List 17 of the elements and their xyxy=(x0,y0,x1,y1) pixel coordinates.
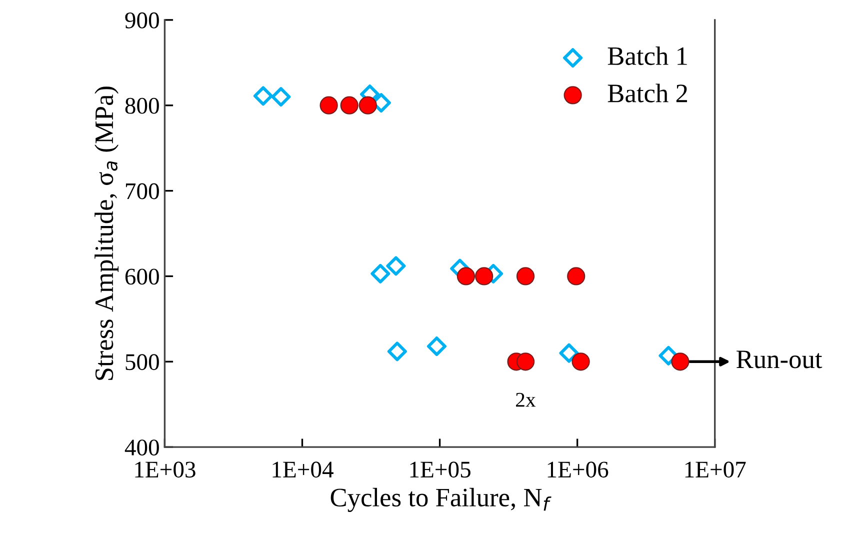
y-tick-label: 700 xyxy=(126,183,159,200)
x-tick-label: 1E+07 xyxy=(685,462,746,478)
y-tick-label: 500 xyxy=(126,354,159,370)
x-tick-label: 1E+04 xyxy=(272,462,334,478)
y-tick-label: 600 xyxy=(125,268,159,285)
x-tick-label: 1E+05 xyxy=(410,462,470,478)
y-tick-label: 400 xyxy=(124,440,159,456)
annotation: Run-out xyxy=(736,350,822,368)
annotation: 2x xyxy=(516,392,536,407)
y-axis-title: Stress Amplitude, σ$_{a}$ (MPa) xyxy=(94,86,119,380)
x-tick-label: 1E+06 xyxy=(548,462,608,478)
x-axis-title: Cycles to Failure, N$_{f}$ xyxy=(330,488,552,512)
legend-label: Batch 2 xyxy=(608,84,688,102)
x-tick-label: 1E+03 xyxy=(135,462,196,478)
y-tick-label: 900 xyxy=(125,12,159,28)
y-tick-label: 800 xyxy=(125,98,159,114)
legend-label: Batch 1 xyxy=(608,46,687,66)
